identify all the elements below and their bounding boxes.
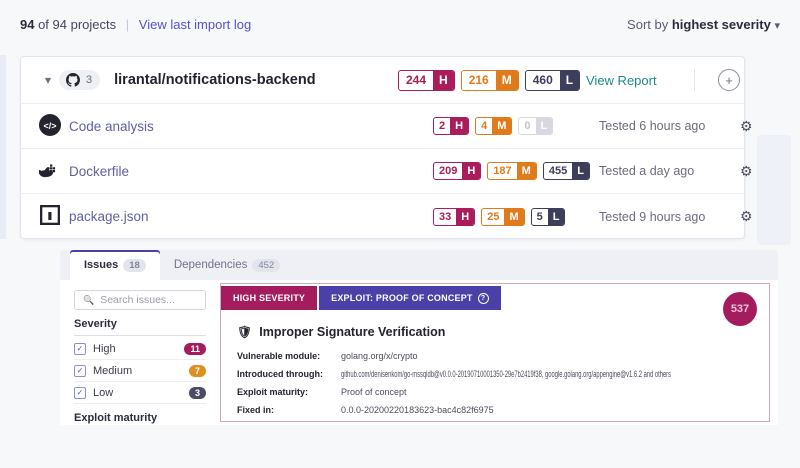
- svg-text:</>: </>: [43, 121, 56, 131]
